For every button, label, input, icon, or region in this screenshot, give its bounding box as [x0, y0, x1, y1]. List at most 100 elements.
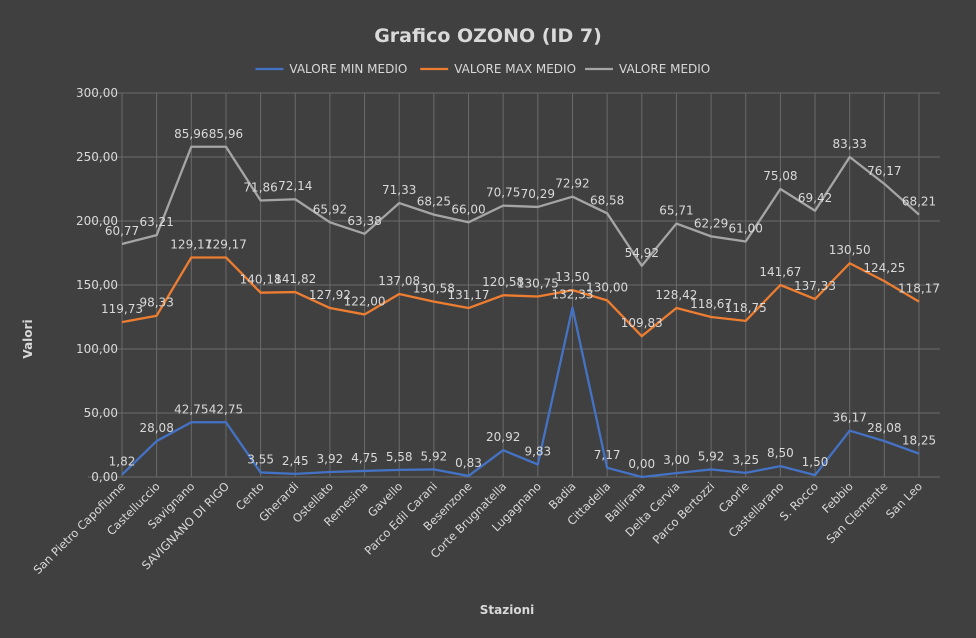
- data-label: 132,33: [551, 288, 593, 302]
- data-label: 20,92: [486, 430, 520, 444]
- chart-title: Grafico OZONO (ID 7): [374, 25, 602, 47]
- gridlines: [88, 92, 940, 478]
- data-label: 0,83: [455, 456, 482, 470]
- data-label: 129,17: [205, 237, 247, 251]
- data-label: 141,67: [759, 265, 801, 279]
- data-label: 62,29: [694, 216, 728, 230]
- y-tick-label: 250,00: [76, 150, 118, 164]
- data-label: 130,00: [586, 280, 628, 294]
- data-label: 28,08: [139, 421, 173, 435]
- y-tick-label: 0,00: [91, 470, 118, 484]
- data-label: 68,25: [417, 195, 451, 209]
- data-label: 70,75: [486, 186, 520, 200]
- legend-entry: VALORE MAX MEDIO: [454, 62, 576, 76]
- series-line: [121, 256, 920, 338]
- data-label: 36,17: [833, 411, 867, 425]
- data-label: 63,21: [139, 215, 173, 229]
- data-label: 4,75: [351, 451, 378, 465]
- data-label: 130,58: [413, 282, 455, 296]
- data-label: 1,50: [802, 455, 829, 469]
- x-tick-label: San Leo: [883, 479, 925, 521]
- series-line: [121, 306, 920, 479]
- y-tick-label: 300,00: [76, 86, 118, 100]
- data-label: 140,18: [240, 273, 282, 287]
- data-label: 137,08: [378, 274, 420, 288]
- data-label: 42,75: [174, 402, 208, 416]
- data-label: 69,42: [798, 191, 832, 205]
- data-label: 118,75: [725, 301, 767, 315]
- data-label: 68,21: [902, 195, 936, 209]
- data-label: 128,42: [655, 288, 697, 302]
- data-label: 127,92: [309, 288, 351, 302]
- data-label: 118,17: [898, 282, 940, 296]
- data-label: 65,92: [313, 202, 347, 216]
- x-tick-label: Parco Bertozzi: [650, 479, 718, 547]
- data-label: 98,33: [139, 296, 173, 310]
- data-label: 137,33: [794, 279, 836, 293]
- data-label: 65,71: [659, 204, 693, 218]
- data-label: 120,58: [482, 275, 524, 289]
- x-tick-label: Badia: [546, 479, 579, 512]
- data-label: 72,92: [555, 177, 589, 191]
- data-label: 3,00: [663, 453, 690, 467]
- data-label: 70,29: [521, 187, 555, 201]
- data-label: 5,92: [421, 449, 448, 463]
- data-label: 5,58: [386, 450, 413, 464]
- data-label: 42,75: [209, 402, 243, 416]
- data-label: 18,25: [902, 434, 936, 448]
- y-tick-label: 200,00: [76, 214, 118, 228]
- data-label: 60,77: [105, 224, 139, 238]
- legend-entry: VALORE MIN MEDIO: [289, 62, 407, 76]
- legend: VALORE MIN MEDIO VALORE MAX MEDIO VALORE M…: [255, 62, 710, 76]
- data-label: 7,17: [594, 448, 621, 462]
- data-label: 141,82: [274, 272, 316, 286]
- x-axis-ticks: San Pietro CapofiumeCastelluccioSavignan…: [30, 479, 925, 577]
- x-axis-title: Stazioni: [480, 603, 534, 617]
- y-tick-label: 150,00: [76, 278, 118, 292]
- data-label: 71,33: [382, 183, 416, 197]
- data-label: 118,67: [690, 297, 732, 311]
- data-label: 68,58: [590, 193, 624, 207]
- data-label: 2,45: [282, 454, 309, 468]
- data-label: 85,96: [174, 127, 208, 141]
- series-line: [121, 145, 920, 267]
- data-label: 3,55: [247, 452, 274, 466]
- data-label: 9,83: [524, 444, 551, 458]
- y-tick-label: 50,00: [84, 406, 118, 420]
- y-axis-title: Valori: [21, 319, 35, 358]
- data-label: 63,38: [347, 214, 381, 228]
- data-label: 5,92: [698, 449, 725, 463]
- data-label: 85,96: [209, 127, 243, 141]
- data-label: 83,33: [833, 137, 867, 151]
- data-label: 124,25: [863, 261, 905, 275]
- data-label: 66,00: [451, 202, 485, 216]
- y-tick-label: 100,00: [76, 342, 118, 356]
- data-label: 129,17: [170, 237, 212, 251]
- data-label: 61,00: [729, 221, 763, 235]
- data-label: 1,82: [109, 455, 136, 469]
- data-label: 131,17: [448, 288, 490, 302]
- data-label: 130,50: [829, 243, 871, 257]
- data-label: 3,25: [732, 453, 759, 467]
- x-tick-label: San Clemente: [823, 479, 890, 546]
- data-label: 75,08: [763, 169, 797, 183]
- data-label: 119,73: [101, 302, 143, 316]
- data-label: 72,14: [278, 179, 312, 193]
- data-label: 76,17: [867, 164, 901, 178]
- data-label: 109,83: [621, 316, 663, 330]
- data-label: 122,00: [344, 294, 386, 308]
- data-label: 0,00: [628, 457, 655, 471]
- data-label: 130,75: [517, 277, 559, 291]
- data-label: 71,86: [243, 181, 277, 195]
- y-axis-ticks: 0,00 50,00 100,00 150,00 200,00 250,00 300,00: [76, 86, 118, 484]
- data-label: 8,50: [767, 446, 794, 460]
- data-label: 3,92: [317, 452, 344, 466]
- data-label: 54,92: [625, 246, 659, 260]
- series-lines: [121, 145, 920, 479]
- data-label: 28,08: [867, 421, 901, 435]
- x-tick-label: S. Rocco: [777, 479, 821, 523]
- legend-entry: VALORE MEDIO: [619, 62, 710, 76]
